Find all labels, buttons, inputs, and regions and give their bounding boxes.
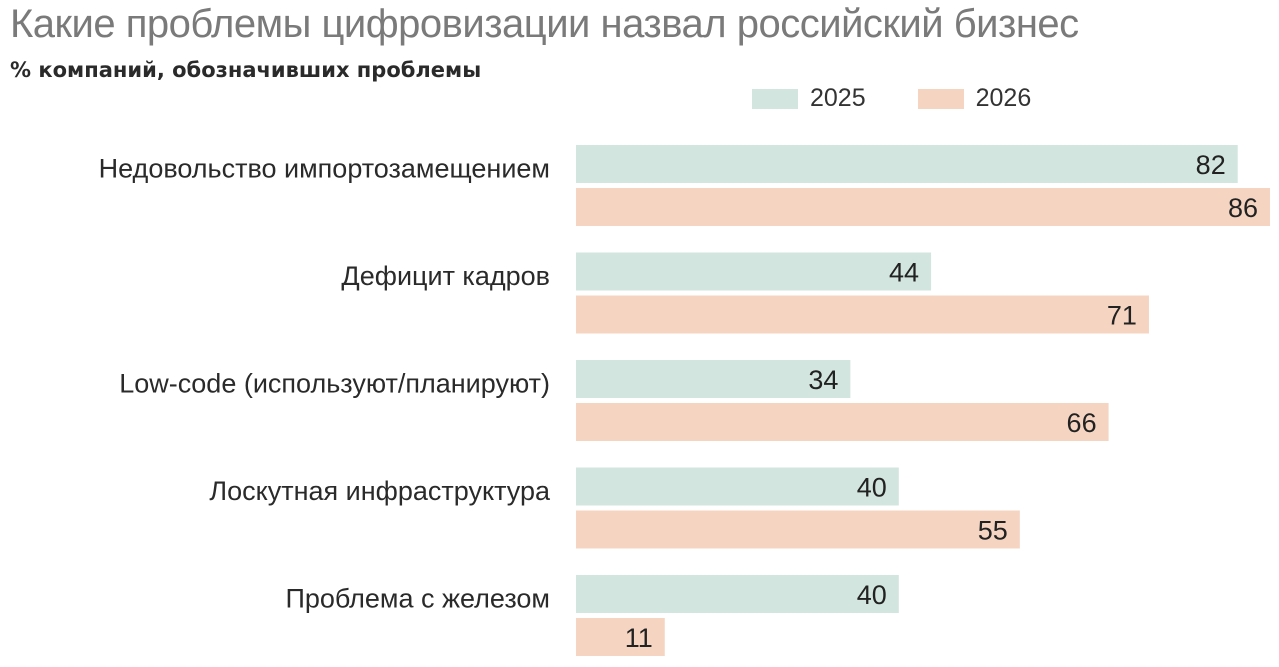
- bar-2026-cat-1: [576, 295, 1149, 334]
- chart-subtitle: % компаний, обозначивших проблемы: [10, 58, 482, 82]
- bar-2026-cat-2: [576, 403, 1109, 441]
- category-label-cat-1: Дефицит кадров: [341, 261, 550, 291]
- bar-2025-cat-4: [576, 575, 899, 613]
- value-label-2026-cat-4: 11: [625, 623, 653, 653]
- chart-title: Какие проблемы цифровизации назвал росси…: [10, 2, 1079, 46]
- legend-item-2025: 2025: [752, 84, 866, 113]
- value-label-2025-cat-1: 44: [889, 258, 919, 288]
- bar-2025-cat-2: [576, 360, 851, 398]
- legend-item-2026: 2026: [917, 84, 1032, 113]
- category-label-cat-0: Недовольство импортозамещением: [99, 154, 550, 184]
- category-label-cat-2: Low-code (используют/планируют): [119, 369, 550, 399]
- category-label-cat-3: Лоскутная инфраструктура: [209, 476, 551, 506]
- legend-swatch-2026: [917, 88, 964, 109]
- value-label-2025-cat-2: 34: [808, 365, 838, 395]
- legend-label-2026: 2026: [975, 84, 1032, 112]
- value-label-2026-cat-1: 71: [1107, 301, 1137, 331]
- value-label-2025-cat-3: 40: [857, 473, 887, 503]
- value-label-2026-cat-0: 86: [1228, 193, 1258, 223]
- category-label-cat-4: Проблема с железом: [285, 584, 550, 614]
- bar-2025-cat-1: [576, 252, 932, 291]
- value-label-2026-cat-3: 55: [978, 516, 1008, 546]
- bar-2026-cat-4: [576, 618, 665, 656]
- bar-2025-cat-3: [576, 467, 899, 506]
- legend-swatch-2025: [752, 88, 798, 109]
- legend-label-2025: 2025: [810, 84, 866, 112]
- value-label-2025-cat-0: 82: [1196, 150, 1226, 180]
- chart-legend: 2025 2026: [752, 84, 1083, 113]
- bar-2026-cat-3: [576, 510, 1020, 549]
- bar-2026-cat-0: [576, 188, 1270, 226]
- value-label-2026-cat-2: 66: [1067, 408, 1097, 438]
- value-label-2025-cat-4: 40: [857, 580, 887, 610]
- bar-2025-cat-0: [576, 145, 1238, 183]
